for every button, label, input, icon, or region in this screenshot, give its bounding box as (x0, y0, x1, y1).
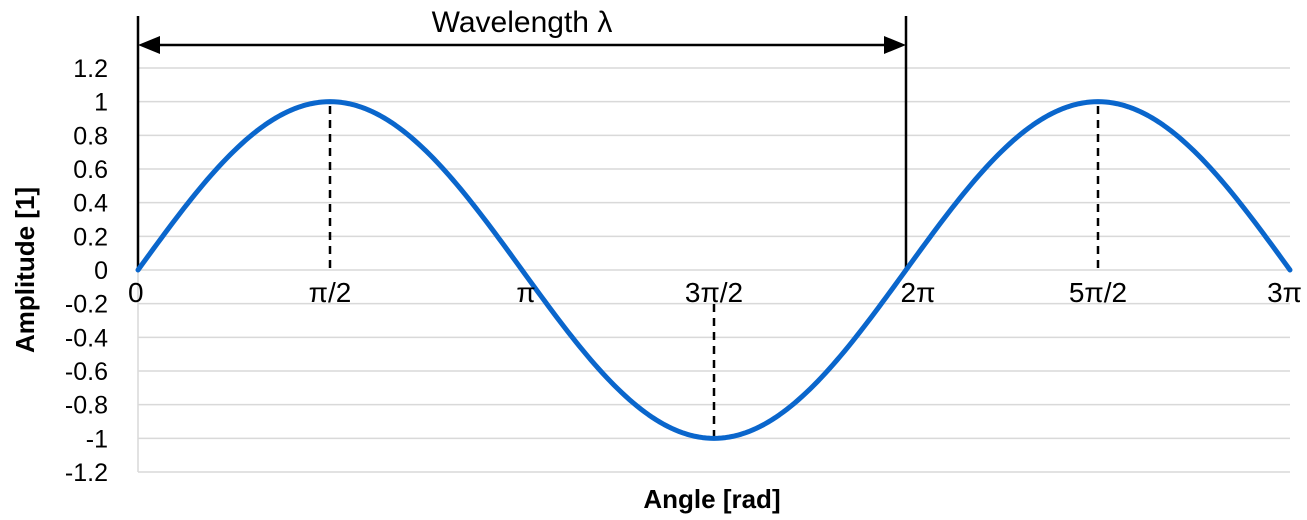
wavelength-arrowhead-right (884, 36, 907, 54)
y-tick-label: 0 (94, 257, 108, 285)
wavelength-annotation (136, 16, 908, 270)
y-tick-label: 1 (94, 89, 108, 117)
y-tick-label: 1.2 (73, 55, 108, 83)
y-tick-label: 0.8 (73, 122, 108, 150)
y-tick-labels: -1.2 -1 -0.8 -0.6 -0.4 -0.2 0 0.2 0.4 0.6 0.8 1 1.2 (65, 55, 108, 487)
y-tick-label: -1.2 (65, 459, 108, 487)
y-tick-label: -1 (86, 425, 108, 453)
x-tick-label: 3π/2 (685, 277, 743, 308)
y-tick-label: -0.8 (65, 392, 108, 420)
gridlines (137, 67, 1290, 473)
wavelength-arrowhead-left (138, 36, 160, 54)
y-tick-label: 0.4 (73, 190, 108, 218)
x-tick-label: 0 (128, 277, 144, 308)
y-tick-label: -0.6 (65, 358, 108, 386)
x-tick-label: 5π/2 (1069, 277, 1127, 308)
x-axis-title: Angle [rad] (643, 484, 780, 514)
y-tick-label: 0.2 (73, 223, 108, 251)
x-tick-label: 3π (1267, 277, 1302, 308)
y-tick-label: -0.2 (65, 291, 108, 319)
y-tick-label: 0.6 (73, 156, 108, 184)
y-tick-label: -0.4 (65, 324, 108, 352)
x-tick-label: 2π (901, 277, 936, 308)
wavelength-label: Wavelength λ (432, 6, 613, 39)
x-tick-label: π (516, 277, 535, 308)
x-tick-labels: 0 π/2 π 3π/2 2π 5π/2 3π (128, 277, 1302, 308)
x-tick-label: π/2 (309, 277, 352, 308)
sine-series-line (135, 99, 1293, 441)
y-axis-title: Amplitude [1] (10, 187, 40, 353)
